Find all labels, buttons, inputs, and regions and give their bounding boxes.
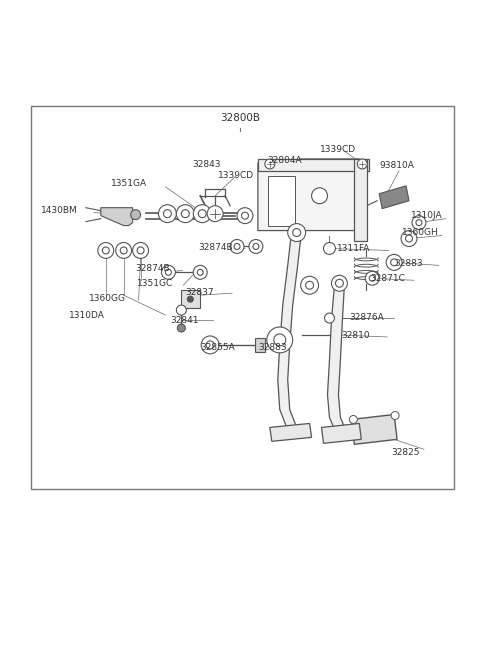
Text: 1360GG: 1360GG (89, 293, 126, 303)
Circle shape (193, 205, 211, 223)
Circle shape (386, 254, 402, 271)
Circle shape (406, 235, 412, 242)
Text: 32800B: 32800B (220, 113, 260, 123)
Text: 32874B: 32874B (198, 243, 233, 252)
Text: 32855A: 32855A (200, 343, 235, 352)
Text: 32837: 32837 (185, 288, 214, 297)
Polygon shape (379, 186, 409, 209)
Circle shape (178, 324, 185, 332)
Circle shape (198, 210, 206, 217)
Polygon shape (270, 423, 312, 441)
Text: 32841: 32841 (170, 316, 199, 324)
Text: 1360GH: 1360GH (402, 228, 439, 237)
Circle shape (365, 271, 379, 285)
Polygon shape (255, 338, 265, 352)
Circle shape (164, 210, 171, 217)
Polygon shape (268, 176, 295, 225)
Circle shape (102, 247, 109, 254)
Circle shape (181, 210, 189, 217)
Circle shape (197, 269, 203, 275)
Circle shape (324, 242, 336, 254)
Circle shape (187, 296, 193, 302)
Text: 1351GC: 1351GC (137, 279, 173, 288)
Circle shape (132, 242, 148, 259)
Circle shape (120, 247, 127, 254)
Text: 32804A: 32804A (267, 157, 301, 166)
Polygon shape (258, 159, 369, 171)
Text: 1339CD: 1339CD (218, 172, 254, 180)
Polygon shape (322, 423, 361, 443)
Circle shape (230, 240, 244, 253)
Polygon shape (327, 285, 346, 430)
Circle shape (412, 215, 426, 229)
Circle shape (234, 244, 240, 250)
Circle shape (416, 219, 422, 225)
Text: 32883: 32883 (258, 343, 287, 352)
Polygon shape (351, 415, 397, 444)
Circle shape (241, 212, 249, 219)
Text: 1351GA: 1351GA (111, 179, 147, 189)
Circle shape (401, 231, 417, 246)
Polygon shape (354, 159, 367, 240)
Text: 1310DA: 1310DA (69, 310, 105, 320)
Polygon shape (181, 290, 200, 308)
Circle shape (253, 244, 259, 250)
Text: 1311FA: 1311FA (337, 244, 371, 253)
Text: 32810: 32810 (341, 331, 370, 341)
Circle shape (312, 188, 327, 204)
Circle shape (288, 223, 306, 242)
Circle shape (131, 210, 141, 219)
Circle shape (357, 159, 367, 169)
Circle shape (391, 411, 399, 419)
Circle shape (293, 229, 300, 236)
Circle shape (176, 305, 186, 315)
Circle shape (391, 259, 397, 266)
Text: 1310JA: 1310JA (411, 211, 443, 220)
Circle shape (265, 159, 275, 169)
Circle shape (201, 336, 219, 354)
Circle shape (98, 242, 114, 259)
Text: 32843: 32843 (192, 160, 221, 170)
Text: 32874B: 32874B (136, 264, 170, 273)
Circle shape (116, 242, 132, 259)
Circle shape (207, 206, 223, 221)
Circle shape (332, 275, 348, 291)
Circle shape (267, 327, 293, 353)
Circle shape (137, 247, 144, 254)
Polygon shape (278, 231, 301, 428)
Text: 1430BM: 1430BM (41, 206, 78, 215)
Circle shape (369, 275, 375, 281)
Circle shape (166, 269, 171, 275)
Circle shape (349, 415, 357, 423)
Circle shape (306, 281, 313, 290)
Circle shape (274, 334, 286, 346)
Text: 1339CD: 1339CD (320, 145, 356, 153)
Circle shape (237, 208, 253, 223)
Text: 93810A: 93810A (379, 161, 414, 170)
Circle shape (249, 240, 263, 253)
Bar (31, 106, 454, 489)
Text: 32871C: 32871C (370, 274, 405, 283)
Circle shape (176, 205, 194, 223)
Polygon shape (258, 159, 367, 231)
Circle shape (324, 313, 335, 323)
Circle shape (336, 279, 343, 288)
Polygon shape (101, 208, 132, 225)
Circle shape (300, 276, 319, 294)
Circle shape (193, 265, 207, 279)
Text: 32876A: 32876A (349, 312, 384, 322)
Circle shape (161, 265, 175, 279)
Circle shape (206, 341, 214, 349)
Text: 32883: 32883 (394, 259, 423, 268)
Circle shape (158, 205, 176, 223)
Text: 32825: 32825 (391, 448, 420, 457)
